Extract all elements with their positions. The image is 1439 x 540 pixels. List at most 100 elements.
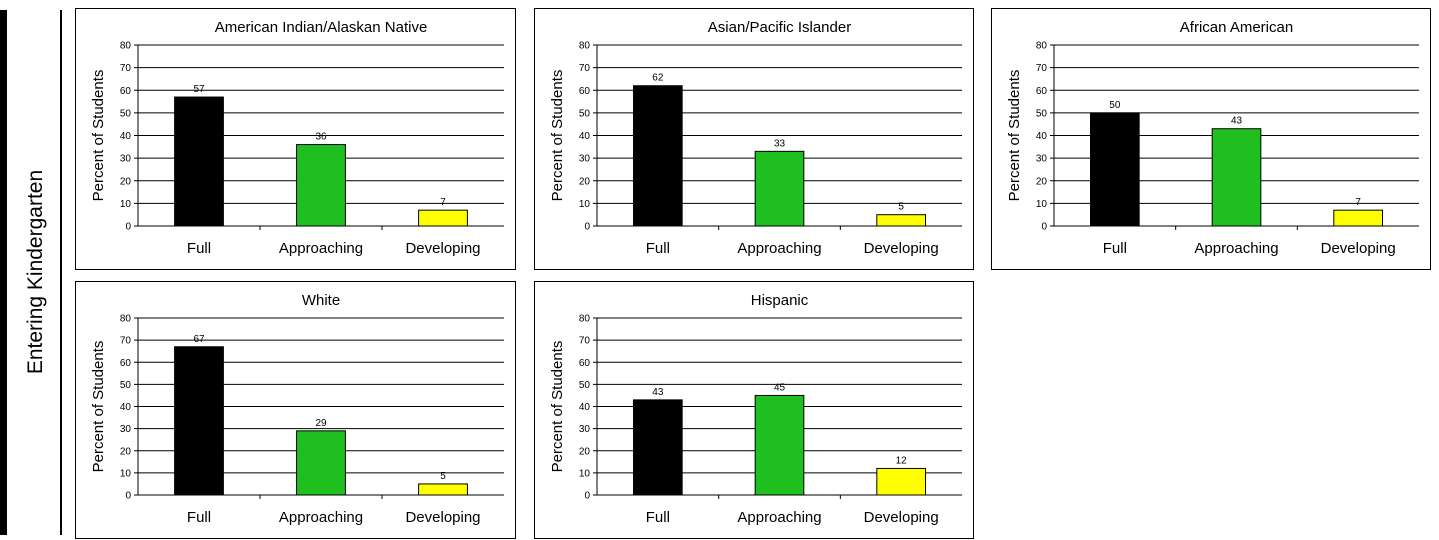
data-label: 5: [440, 471, 446, 482]
y-tick-label: 30: [579, 154, 591, 165]
data-label: 43: [652, 387, 664, 398]
y-tick-label: 30: [579, 424, 591, 435]
bar-developing: [1333, 209, 1384, 227]
bar-approaching: [296, 430, 346, 496]
x-tick-label: Full: [187, 240, 211, 257]
bar-full: [633, 85, 683, 227]
y-tick-label: 0: [125, 222, 131, 233]
data-label: 12: [896, 455, 908, 466]
x-tick-label: Full: [646, 509, 670, 526]
y-tick-label: 50: [579, 380, 591, 391]
y-tick-label: 10: [579, 199, 591, 210]
y-tick-label: 10: [120, 199, 132, 210]
y-tick-label: 0: [584, 491, 590, 502]
x-tick-label: Approaching: [1194, 240, 1278, 257]
x-tick-label: Full: [1103, 240, 1127, 257]
y-tick-label: 80: [120, 41, 132, 52]
chart-american-indian: American Indian/Alaskan Native 0 10 20 30 40 5…: [90, 19, 504, 257]
data-label: 50: [1109, 100, 1121, 111]
data-label: 45: [774, 382, 786, 393]
y-tick-label: 40: [120, 402, 132, 413]
y-axis-label: Percent of Students: [1006, 70, 1023, 202]
y-axis-label: Percent of Students: [549, 341, 566, 473]
data-label: 29: [315, 418, 327, 429]
y-tick-label: 80: [579, 41, 591, 52]
chart-title: Hispanic: [751, 292, 809, 309]
chart-panel-white: White 0 10 20 30 40 50 60 70 80 Percent of Student…: [75, 281, 516, 539]
y-tick-label: 70: [579, 63, 591, 74]
chart-title: White: [302, 292, 340, 309]
x-tick-label: Developing: [864, 509, 939, 526]
bar-approaching: [1211, 128, 1262, 227]
x-tick-label: Approaching: [737, 240, 821, 257]
y-tick-label: 0: [125, 491, 131, 502]
y-tick-label: 60: [120, 358, 132, 369]
data-label: 5: [898, 202, 904, 213]
y-tick-label: 50: [1036, 108, 1048, 119]
y-tick-label: 80: [1036, 41, 1048, 52]
chart-african-american: African American 0 10 20 30 40 50 60 70 80 Percent…: [1006, 19, 1419, 257]
y-tick-label: 40: [579, 131, 591, 142]
bar-approaching: [754, 394, 805, 496]
data-label: 67: [193, 334, 205, 345]
chart-hispanic: Hispanic 0 10 20 30 40 50 60 70 80 Percent of Stud…: [549, 292, 962, 526]
data-label: 7: [1355, 197, 1361, 208]
y-tick-label: 50: [579, 108, 591, 119]
chart-asian: Asian/Pacific Islander 0 10 20 30 40 50 60 70 80 P…: [549, 19, 962, 257]
y-tick-label: 40: [1036, 131, 1048, 142]
y-tick-label: 30: [120, 424, 132, 435]
chart-title: Asian/Pacific Islander: [708, 19, 851, 36]
bar-developing: [418, 483, 468, 496]
y-tick-label: 10: [579, 468, 591, 479]
y-tick-label: 50: [120, 108, 132, 119]
y-tick-label: 80: [120, 314, 132, 325]
y-tick-label: 70: [120, 336, 132, 347]
y-tick-label: 40: [120, 131, 132, 142]
y-tick-label: 40: [579, 402, 591, 413]
chart-white: White 0 10 20 30 40 50 60 70 80 Percent of Student…: [90, 292, 504, 526]
y-tick-label: 20: [579, 176, 591, 187]
x-tick-label: Developing: [405, 509, 480, 526]
bar-approaching: [754, 150, 805, 227]
y-tick-label: 0: [1041, 222, 1047, 233]
data-label: 62: [652, 73, 664, 84]
y-tick-label: 30: [120, 154, 132, 165]
y-tick-label: 30: [1036, 154, 1048, 165]
x-tick-label: Developing: [864, 240, 939, 257]
bar-developing: [418, 209, 468, 227]
x-tick-label: Approaching: [737, 509, 821, 526]
chart-panel-african-american: African American 0 10 20 30 40 50 60 70 80 Percent…: [991, 8, 1431, 270]
data-label: 57: [193, 84, 205, 95]
data-label: 43: [1231, 116, 1243, 127]
bar-developing: [876, 214, 927, 227]
chart-title: African American: [1180, 19, 1293, 36]
y-tick-label: 10: [1036, 199, 1048, 210]
y-tick-label: 0: [584, 222, 590, 233]
bar-full: [174, 346, 224, 496]
y-tick-label: 70: [1036, 63, 1048, 74]
y-tick-label: 60: [120, 86, 132, 97]
y-tick-label: 60: [1036, 86, 1048, 97]
y-tick-label: 20: [579, 446, 591, 457]
x-tick-label: Developing: [405, 240, 480, 257]
side-divider: [60, 10, 62, 535]
data-label: 33: [774, 138, 786, 149]
chart-panel-asian: Asian/Pacific Islander 0 10 20 30 40 50 60 70 80 P…: [534, 8, 974, 270]
bar-approaching: [296, 144, 346, 227]
x-tick-label: Full: [187, 509, 211, 526]
side-label: Entering Kindergarten: [24, 169, 47, 375]
x-tick-label: Approaching: [279, 240, 363, 257]
y-axis-label: Percent of Students: [90, 341, 107, 473]
y-tick-label: 60: [579, 358, 591, 369]
y-tick-label: 70: [579, 336, 591, 347]
data-label: 7: [440, 197, 446, 208]
y-axis-label: Percent of Students: [549, 70, 566, 202]
y-tick-label: 70: [120, 63, 132, 74]
y-tick-label: 20: [120, 446, 132, 457]
bar-full: [1090, 112, 1140, 227]
y-axis-label: Percent of Students: [90, 70, 107, 202]
x-tick-label: Full: [646, 240, 670, 257]
y-tick-label: 50: [120, 380, 132, 391]
y-tick-label: 60: [579, 86, 591, 97]
bar-developing: [876, 467, 927, 496]
